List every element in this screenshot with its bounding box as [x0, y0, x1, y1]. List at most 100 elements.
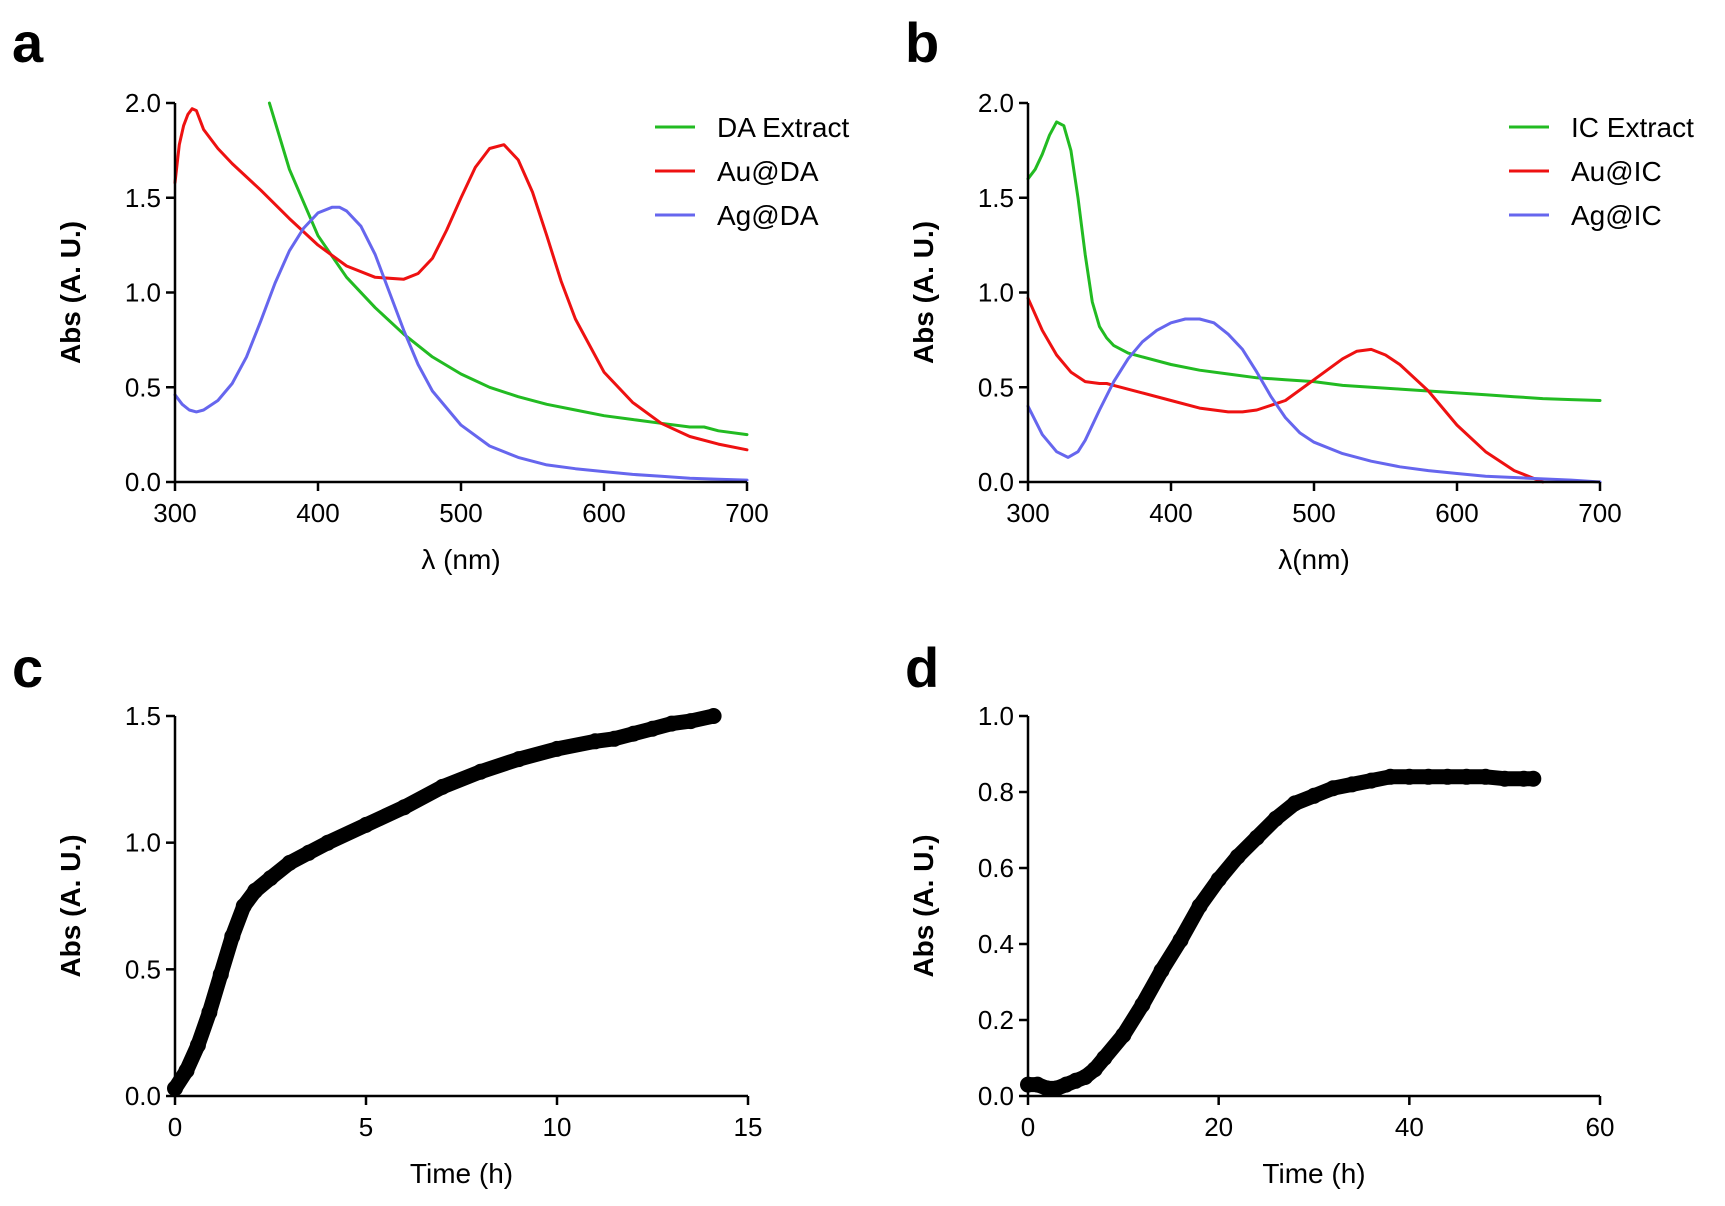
y-tick-label: 1.5 — [978, 183, 1014, 213]
x-tick-label: 300 — [153, 498, 196, 528]
data-point — [1134, 996, 1151, 1013]
data-point — [235, 898, 252, 914]
x-tick-label: 60 — [1586, 1112, 1615, 1142]
y-tick-label: 2.0 — [125, 88, 161, 118]
legend-label: Ag@IC — [1571, 200, 1662, 231]
y-tick-label: 0.5 — [125, 954, 161, 984]
data-point — [224, 928, 241, 945]
y-axis-title: Abs (A. U.) — [55, 221, 86, 364]
x-tick-label: 700 — [1578, 498, 1621, 528]
y-tick-label: 1.0 — [125, 828, 161, 858]
y-tick-label: 0.5 — [125, 372, 161, 402]
data-point — [1248, 829, 1265, 846]
series-line-da-extract — [267, 101, 749, 437]
x-tick-label: 600 — [1435, 498, 1478, 528]
data-point — [1267, 810, 1284, 827]
y-tick-label: 0.8 — [978, 777, 1014, 807]
data-point — [1420, 768, 1437, 785]
x-tick-label: 0 — [168, 1112, 182, 1142]
chart-panel-a: 300 400 500 600 700 0.0 0.5 1.0 1.5 2.0 λ (nm) Abs … — [55, 88, 849, 575]
data-point — [1496, 770, 1513, 787]
data-point — [1172, 932, 1189, 949]
data-point — [606, 730, 623, 747]
data-point — [1525, 770, 1542, 787]
x-tick-label: 0 — [1021, 1112, 1035, 1142]
y-tick-label: 0.2 — [978, 1005, 1014, 1035]
x-tick-label: 20 — [1204, 1112, 1233, 1142]
legend-label: DA Extract — [717, 112, 849, 143]
data-point — [1382, 768, 1399, 785]
data-point — [682, 713, 699, 730]
legend-label: Au@IC — [1571, 156, 1662, 187]
data-point — [1086, 1061, 1103, 1078]
data-point — [396, 799, 413, 816]
y-tick-label: 2.0 — [978, 88, 1014, 118]
data-point — [262, 870, 279, 887]
data-point — [1229, 848, 1246, 865]
data-point — [587, 733, 604, 750]
y-axis-title: Abs (A. U.) — [908, 221, 939, 364]
chart-panel-b: 300 400 500 600 700 0.0 0.5 1.0 1.5 2.0 λ(nm) Abs (… — [908, 88, 1694, 575]
data-point — [1401, 768, 1418, 785]
data-point — [1153, 962, 1170, 979]
data-point — [1458, 768, 1475, 785]
data-point — [300, 844, 317, 861]
data-point — [1210, 871, 1227, 888]
legend-label: Ag@DA — [717, 200, 819, 231]
data-point — [625, 725, 642, 742]
x-tick-label: 500 — [1292, 498, 1335, 528]
x-tick-label: 400 — [1149, 498, 1192, 528]
y-tick-label: 0.5 — [978, 372, 1014, 402]
x-tick-label: 10 — [543, 1112, 572, 1142]
data-point — [549, 740, 565, 757]
series-line-au-da — [173, 107, 749, 452]
data-point — [644, 720, 661, 737]
series-line-ag-da — [173, 205, 749, 482]
series-line-au-ic — [1026, 296, 1545, 484]
legend-label: Au@DA — [717, 156, 819, 187]
x-axis-title: Time (h) — [410, 1158, 513, 1189]
y-tick-label: 0.0 — [978, 1081, 1014, 1111]
x-tick-label: 5 — [359, 1112, 373, 1142]
y-tick-label: 0.0 — [978, 467, 1014, 497]
data-point — [1344, 776, 1361, 793]
data-point — [178, 1062, 195, 1079]
scatter-trail — [167, 708, 722, 1096]
data-point — [1477, 768, 1494, 785]
y-tick-label: 0.0 — [125, 1081, 161, 1111]
data-point — [1191, 898, 1208, 914]
data-point — [1325, 780, 1342, 797]
data-point — [212, 966, 229, 983]
chart-panel-c: 0 5 10 15 0.0 0.5 1.0 1.5 Time (h) Abs (A. U.) — [55, 701, 762, 1189]
x-tick-label: 40 — [1395, 1112, 1424, 1142]
x-axis-title: λ (nm) — [421, 544, 500, 575]
y-axis-title: Abs (A. U.) — [55, 834, 86, 977]
data-point — [472, 763, 489, 780]
legend-label: IC Extract — [1571, 112, 1694, 143]
x-axis-title: λ(nm) — [1278, 544, 1350, 575]
panel-letter-a: a — [12, 11, 44, 74]
data-point — [434, 778, 451, 795]
y-tick-label: 1.0 — [978, 701, 1014, 731]
x-axis-title: Time (h) — [1262, 1158, 1365, 1189]
x-tick-label: 400 — [296, 498, 339, 528]
data-point — [281, 854, 298, 871]
y-axis-title: Abs (A. U.) — [908, 834, 939, 977]
panel-letter-b: b — [905, 11, 939, 74]
data-point — [358, 816, 374, 833]
chart-panel-d: 0 20 40 60 0.0 0.2 0.4 0.6 0.8 1.0 Time (h) Abs (A.… — [908, 701, 1614, 1189]
panel-letter-d: d — [905, 636, 939, 699]
data-point — [1363, 772, 1380, 789]
data-point — [247, 882, 264, 899]
x-tick-label: 600 — [582, 498, 625, 528]
y-tick-label: 1.5 — [125, 183, 161, 213]
y-tick-label: 0.0 — [125, 467, 161, 497]
data-point — [189, 1037, 206, 1054]
data-point — [663, 715, 680, 732]
y-tick-label: 0.4 — [978, 929, 1014, 959]
data-point — [1439, 768, 1456, 785]
y-tick-label: 1.0 — [125, 278, 161, 308]
data-point — [1286, 795, 1303, 812]
y-tick-label: 1.0 — [978, 278, 1014, 308]
